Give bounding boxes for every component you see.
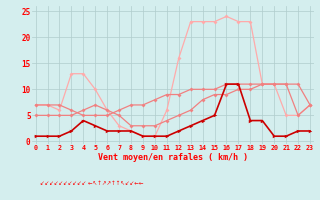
X-axis label: Vent moyen/en rafales ( km/h ): Vent moyen/en rafales ( km/h ) (98, 153, 248, 162)
Text: ↙↙↙↙↙↙↙↙↙↙ ←↖↑↗↗↑↑↖↙↙←←: ↙↙↙↙↙↙↙↙↙↙ ←↖↑↗↗↑↑↖↙↙←← (40, 181, 144, 186)
